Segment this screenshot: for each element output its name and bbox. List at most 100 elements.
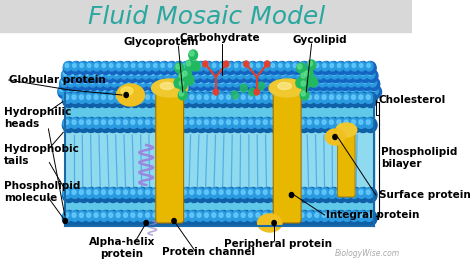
Circle shape <box>320 188 329 198</box>
Circle shape <box>138 88 141 92</box>
Circle shape <box>83 69 95 82</box>
Circle shape <box>183 71 187 76</box>
Circle shape <box>362 78 369 87</box>
Circle shape <box>352 70 360 79</box>
Circle shape <box>84 210 98 226</box>
Circle shape <box>210 61 222 74</box>
Circle shape <box>210 62 219 71</box>
Circle shape <box>284 62 292 71</box>
Circle shape <box>211 78 219 87</box>
Circle shape <box>168 64 172 68</box>
Circle shape <box>278 190 282 194</box>
Circle shape <box>364 118 377 132</box>
Circle shape <box>260 72 263 76</box>
Circle shape <box>243 69 255 82</box>
Circle shape <box>251 70 259 79</box>
Circle shape <box>369 72 372 76</box>
Circle shape <box>207 69 218 82</box>
Circle shape <box>228 85 239 98</box>
Circle shape <box>137 62 145 71</box>
Circle shape <box>65 85 76 98</box>
Circle shape <box>305 188 315 198</box>
Circle shape <box>329 120 333 124</box>
Circle shape <box>247 62 255 71</box>
Circle shape <box>69 80 72 84</box>
Circle shape <box>103 77 114 90</box>
Circle shape <box>290 77 301 90</box>
Circle shape <box>300 213 304 217</box>
Circle shape <box>232 188 245 202</box>
Circle shape <box>63 93 72 103</box>
Circle shape <box>176 64 180 69</box>
Circle shape <box>306 62 314 71</box>
Circle shape <box>285 95 289 99</box>
Circle shape <box>100 118 109 128</box>
Circle shape <box>100 211 109 221</box>
Circle shape <box>190 95 194 99</box>
Circle shape <box>338 70 346 79</box>
Circle shape <box>318 77 329 90</box>
Circle shape <box>219 80 223 84</box>
Circle shape <box>182 120 186 124</box>
Circle shape <box>269 188 278 198</box>
Circle shape <box>269 211 278 221</box>
Bar <box>0 0 412 32</box>
Circle shape <box>328 62 336 71</box>
Circle shape <box>134 69 146 82</box>
Circle shape <box>336 62 344 71</box>
Circle shape <box>246 118 259 132</box>
Circle shape <box>296 78 305 88</box>
Circle shape <box>370 85 382 98</box>
Circle shape <box>297 77 308 90</box>
Circle shape <box>276 210 289 226</box>
Circle shape <box>344 120 348 124</box>
Circle shape <box>249 85 261 98</box>
Circle shape <box>313 118 322 128</box>
Circle shape <box>164 85 176 98</box>
Circle shape <box>181 93 190 103</box>
Circle shape <box>210 93 223 107</box>
Circle shape <box>175 213 179 217</box>
Circle shape <box>175 78 183 87</box>
Circle shape <box>342 211 351 221</box>
Circle shape <box>173 188 186 202</box>
Circle shape <box>225 93 234 103</box>
Circle shape <box>180 118 193 132</box>
Circle shape <box>80 190 83 194</box>
Circle shape <box>77 211 87 221</box>
Text: Cholesterol: Cholesterol <box>379 95 446 105</box>
Circle shape <box>150 86 158 95</box>
Circle shape <box>291 210 303 226</box>
Circle shape <box>223 72 227 76</box>
Circle shape <box>272 221 276 226</box>
Circle shape <box>70 93 83 107</box>
Circle shape <box>337 88 340 92</box>
Circle shape <box>349 85 360 98</box>
Circle shape <box>107 211 116 221</box>
Circle shape <box>261 188 271 198</box>
Circle shape <box>190 51 194 56</box>
Circle shape <box>135 70 142 79</box>
Circle shape <box>108 86 116 95</box>
Circle shape <box>350 211 359 221</box>
Circle shape <box>129 211 138 221</box>
Circle shape <box>271 190 274 194</box>
Circle shape <box>122 72 125 76</box>
Circle shape <box>210 118 223 132</box>
Circle shape <box>254 210 267 226</box>
Circle shape <box>181 62 189 71</box>
Circle shape <box>349 93 362 107</box>
Circle shape <box>312 210 326 226</box>
Circle shape <box>300 90 309 100</box>
Circle shape <box>280 70 288 79</box>
Circle shape <box>283 188 292 198</box>
Circle shape <box>122 93 131 103</box>
Circle shape <box>151 93 160 103</box>
Circle shape <box>210 93 219 103</box>
Circle shape <box>185 69 196 82</box>
Circle shape <box>202 188 211 198</box>
Circle shape <box>190 190 194 194</box>
Circle shape <box>77 93 90 107</box>
Circle shape <box>191 61 200 71</box>
Circle shape <box>60 88 64 92</box>
